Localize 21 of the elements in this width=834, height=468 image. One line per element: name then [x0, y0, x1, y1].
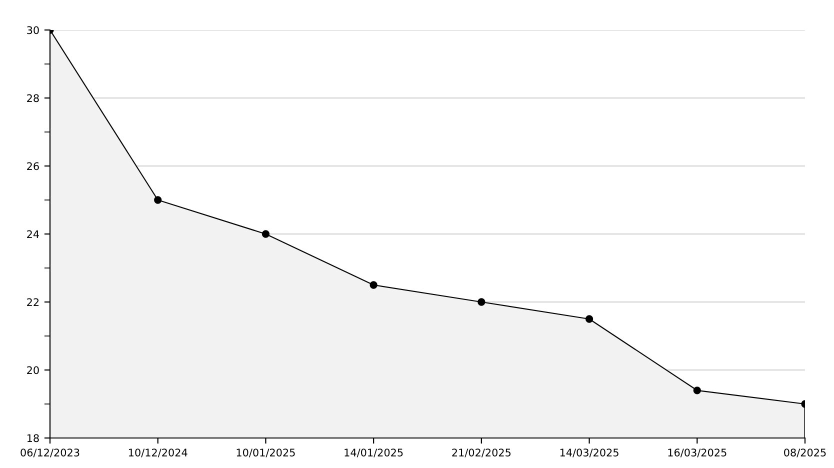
y-tick-label: 20 — [27, 366, 39, 374]
x-tick-label: 06/12/2023 — [20, 448, 80, 458]
point — [370, 281, 378, 289]
y-tick-label: 24 — [27, 230, 39, 238]
point — [585, 315, 594, 323]
y-tick-label: 28 — [27, 94, 39, 102]
point — [262, 230, 270, 238]
y-tick-label: 30 — [27, 26, 39, 34]
x-tick-label: 16/03/2025 — [668, 448, 726, 458]
x-tick-label: 08/2025 — [784, 448, 826, 458]
x-tick-label: 10/12/2024 — [128, 448, 188, 458]
point — [478, 298, 486, 306]
x-tick-label: 14/03/2025 — [560, 448, 618, 458]
y-tick-label: 18 — [27, 434, 39, 442]
point — [693, 386, 701, 394]
x-tick-label: 10/01/2025 — [236, 448, 295, 458]
y-tick-label: 26 — [27, 162, 39, 170]
y-tick-label: 22 — [27, 298, 39, 306]
x-tick-label: 14/01/2025 — [344, 448, 403, 458]
x-tick-label: 21/02/2025 — [452, 448, 511, 458]
point — [154, 196, 162, 204]
